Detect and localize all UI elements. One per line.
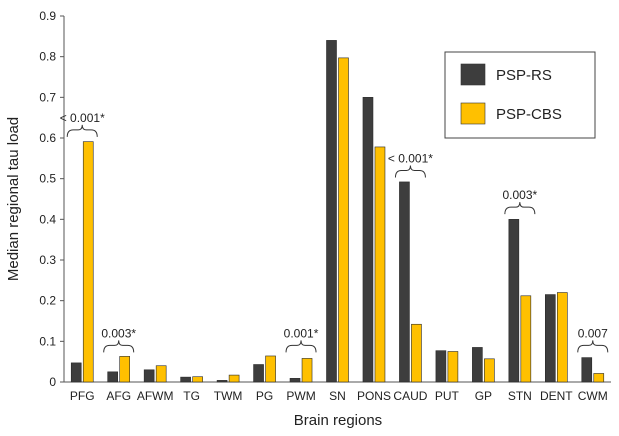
- bar-psp-cbs-cwm: [593, 373, 605, 383]
- x-axis-title: Brain regions: [294, 412, 382, 429]
- y-tick-label: 0.8: [39, 50, 56, 64]
- bar-psp-rs-twm: [216, 380, 228, 383]
- y-tick-label: 0.2: [39, 294, 56, 308]
- y-axis-title: Median regional tau load: [5, 117, 22, 281]
- bar-psp-cbs-pfg: [82, 141, 94, 383]
- bar-psp-cbs-put: [447, 351, 459, 383]
- significance-brace: [66, 124, 98, 137]
- y-ticks: 0 0.1 0.2 0.3 0.4 0.5 0.6 0.7 0.8 0.9: [39, 9, 64, 389]
- legend-label-psp-cbs: PSP-CBS: [496, 106, 562, 123]
- legend-swatch-psp-rs: [460, 63, 486, 86]
- x-category-label: PFG: [70, 389, 95, 403]
- x-category-label: AFWM: [137, 389, 174, 403]
- x-category-label: PWM: [286, 389, 315, 403]
- bar-psp-rs-pfg: [70, 362, 82, 383]
- significance-brace: [285, 340, 317, 353]
- y-tick-label: 0.4: [39, 212, 56, 226]
- y-tick-label: 0.3: [39, 253, 56, 267]
- significance-label: 0.003*: [101, 326, 136, 340]
- significance-brace: [577, 340, 609, 353]
- bar-psp-cbs-caud: [411, 323, 422, 383]
- bars: [70, 40, 605, 383]
- bar-psp-cbs-sn: [338, 57, 349, 383]
- x-category-labels: PFG AFG AFWM TG TWM PG PWM SN PONS CAUD PUT GP STN DE…: [70, 389, 608, 403]
- bar-psp-cbs-afwm: [155, 365, 167, 383]
- bar-psp-rs-afwm: [143, 369, 155, 383]
- significance-label: 0.003*: [502, 188, 537, 202]
- bar-psp-rs-gp: [472, 347, 483, 383]
- axes: [63, 16, 611, 383]
- bar-psp-rs-caud: [399, 181, 410, 383]
- bar-psp-cbs-pwm: [301, 358, 313, 383]
- x-category-label: TWM: [214, 389, 243, 403]
- x-category-label: AFG: [106, 389, 131, 403]
- x-category-label: CWM: [578, 389, 608, 403]
- x-category-label: PG: [256, 389, 273, 403]
- bar-psp-rs-pwm: [289, 378, 301, 383]
- x-category-label: PONS: [357, 389, 391, 403]
- significance-brace: [504, 202, 536, 215]
- bar-psp-rs-stn: [508, 219, 520, 383]
- y-tick-label: 0.5: [39, 172, 56, 186]
- x-category-label: STN: [508, 389, 532, 403]
- legend-swatch-psp-cbs: [460, 102, 486, 125]
- bar-psp-cbs-dent: [556, 292, 568, 383]
- bar-psp-cbs-tg: [192, 376, 203, 383]
- bar-psp-cbs-afg: [119, 356, 130, 383]
- bar-psp-rs-afg: [107, 371, 118, 383]
- x-category-label: CAUD: [393, 389, 427, 403]
- y-tick-label: 0.6: [39, 131, 56, 145]
- x-category-label: GP: [475, 389, 492, 403]
- y-tick-label: 0: [49, 375, 56, 389]
- significance-annotations: < 0.001* 0.003* 0.001* < 0.001* 0.003* 0.007: [60, 111, 609, 353]
- significance-brace: [103, 340, 135, 353]
- bar-psp-rs-cwm: [581, 357, 593, 383]
- bar-psp-cbs-gp: [484, 358, 495, 383]
- x-category-label: TG: [183, 389, 200, 403]
- significance-label: < 0.001*: [60, 111, 105, 125]
- bar-psp-rs-dent: [544, 294, 556, 383]
- bar-psp-rs-put: [435, 350, 447, 383]
- bar-psp-rs-sn: [326, 40, 337, 383]
- bar-psp-rs-tg: [180, 376, 191, 383]
- bar-psp-rs-pg: [253, 364, 264, 383]
- significance-brace: [394, 165, 426, 178]
- y-tick-label: 0.9: [39, 9, 56, 23]
- bar-psp-rs-pons: [362, 97, 374, 383]
- significance-label: < 0.001*: [388, 152, 433, 166]
- legend: PSP-RS PSP-CBS: [444, 51, 596, 139]
- y-tick-label: 0.7: [39, 90, 56, 104]
- bar-psp-cbs-pons: [374, 146, 386, 383]
- significance-label: 0.007: [578, 326, 608, 340]
- bar-psp-cbs-stn: [520, 295, 532, 383]
- bar-psp-cbs-pg: [265, 355, 276, 383]
- x-category-label: DENT: [540, 389, 573, 403]
- x-category-label: SN: [329, 389, 346, 403]
- y-tick-label: 0.1: [39, 334, 56, 348]
- legend-label-psp-rs: PSP-RS: [496, 67, 552, 84]
- significance-label: 0.001*: [284, 326, 319, 340]
- bar-psp-cbs-twm: [228, 374, 240, 383]
- x-category-label: PUT: [435, 389, 460, 403]
